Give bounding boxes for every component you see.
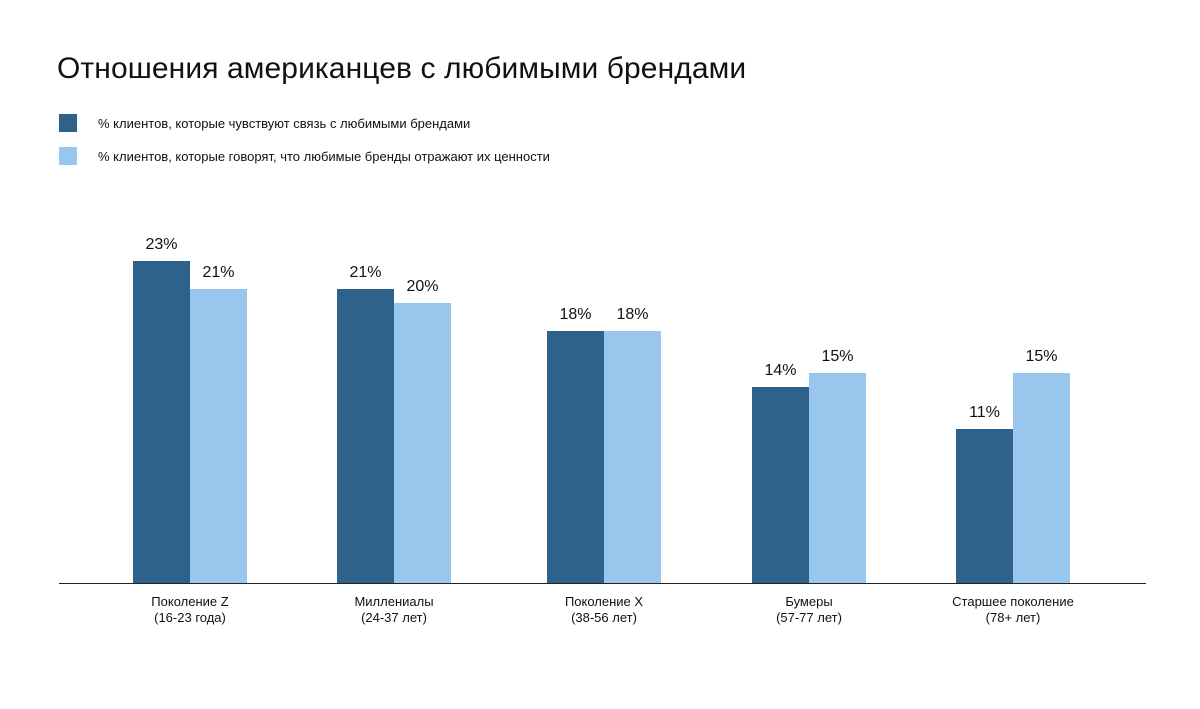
bar-connection-4 <box>956 429 1013 583</box>
data-label-values-2: 18% <box>616 306 648 323</box>
data-label-connection-1: 21% <box>349 264 381 281</box>
bar-values-0 <box>190 289 247 583</box>
data-label-connection-0: 23% <box>145 236 177 253</box>
legend-swatch-connection <box>59 114 77 132</box>
category-sublabel-0: (16-23 года) <box>154 610 226 625</box>
legend-item-values: % клиентов, которые говорят, что любимые… <box>59 147 550 165</box>
data-label-values-0: 21% <box>202 264 234 281</box>
data-label-values-4: 15% <box>1025 348 1057 365</box>
data-label-values-3: 15% <box>821 348 853 365</box>
category-label-3: Бумеры <box>785 594 832 609</box>
legend-swatch-values <box>59 147 77 165</box>
category-label-2: Поколение X <box>565 594 643 609</box>
data-label-connection-2: 18% <box>559 306 591 323</box>
data-label-connection-3: 14% <box>764 362 796 379</box>
bar-values-3 <box>809 373 866 583</box>
legend-label-values: % клиентов, которые говорят, что любимые… <box>98 148 550 164</box>
bar-connection-0 <box>133 261 190 583</box>
category-sublabel-4: (78+ лет) <box>986 610 1041 625</box>
bar-connection-3 <box>752 387 809 583</box>
bar-connection-2 <box>547 331 604 583</box>
bar-connection-1 <box>337 289 394 583</box>
category-label-1: Миллениалы <box>354 594 433 609</box>
chart-title: Отношения американцев с любимыми брендам… <box>57 52 747 85</box>
category-label-4: Старшее поколение <box>952 594 1074 609</box>
data-label-connection-4: 11% <box>969 404 1000 421</box>
category-sublabel-2: (38-56 лет) <box>571 610 637 625</box>
bar-values-4 <box>1013 373 1070 583</box>
chart-legend: % клиентов, которые чувствуют связь с лю… <box>59 114 550 180</box>
category-sublabel-3: (57-77 лет) <box>776 610 842 625</box>
bar-values-2 <box>604 331 661 583</box>
legend-item-connection: % клиентов, которые чувствуют связь с лю… <box>59 114 550 132</box>
category-sublabel-1: (24-37 лет) <box>361 610 427 625</box>
bar-values-1 <box>394 303 451 583</box>
data-label-values-1: 20% <box>406 278 438 295</box>
legend-label-connection: % клиентов, которые чувствуют связь с лю… <box>98 115 471 131</box>
category-label-0: Поколение Z <box>151 594 228 609</box>
